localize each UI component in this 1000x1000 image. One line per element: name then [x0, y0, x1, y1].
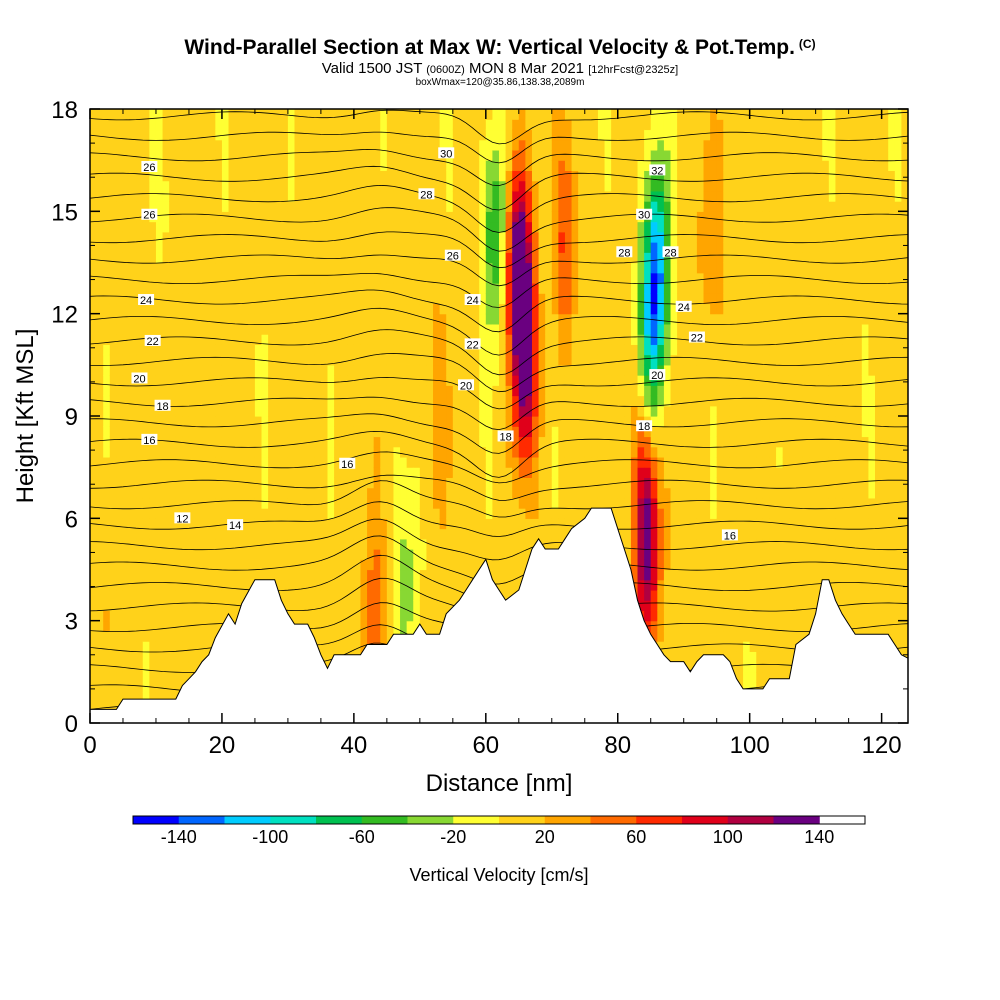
colorbar-tick-label: -20 — [440, 827, 466, 847]
terrain-mask — [89, 507, 909, 724]
x-tick-label: 40 — [341, 732, 368, 759]
y-tick-label: 12 — [51, 302, 78, 329]
title-copyright-mark: (C) — [798, 37, 816, 51]
theta-contour-label: 22 — [688, 331, 705, 345]
theta-contour-label: 20 — [649, 369, 666, 382]
y-tick-label: 6 — [65, 506, 78, 533]
theta-contour-label: 20 — [458, 379, 475, 392]
colorbar-tick-label: 20 — [535, 827, 555, 847]
colorbar-tick-label: 100 — [713, 827, 743, 847]
y-axis-label: Height [Kft MSL] — [12, 329, 39, 504]
theta-contour-label: 20 — [131, 372, 148, 385]
theta-contour-label: 16 — [721, 529, 738, 542]
theta-contour-line — [90, 535, 908, 585]
colorbar-swatch — [224, 816, 271, 824]
colorbar-swatch — [682, 816, 729, 824]
theta-contour-label: 26 — [141, 160, 158, 174]
theta-contour-line — [90, 184, 908, 233]
colorbar-swatch — [316, 816, 363, 824]
theta-contour-line — [90, 413, 908, 454]
theta-contour-line — [90, 273, 908, 308]
colorbar: -140 -100 -60 -20 20 60 100 140 — [132, 815, 866, 847]
theta-contour-label: 18 — [154, 399, 171, 413]
colorbar-label: Vertical Velocity [cm/s] — [409, 865, 588, 885]
theta-contour-line — [90, 353, 908, 393]
theta-contour-line — [90, 254, 908, 287]
theta-contour-line — [90, 396, 908, 431]
theta-contour-line — [90, 480, 908, 518]
theta-contour-line — [90, 376, 908, 410]
theta-contour-label: 22 — [144, 334, 161, 348]
theta-contour-line — [90, 207, 908, 252]
theta-contour-label: 18 — [497, 430, 514, 443]
theta-contour-line — [90, 231, 908, 269]
x-axis: 0 20 40 60 80 100 120 — [83, 109, 902, 759]
theta-contour-line — [90, 501, 908, 537]
y-tick-label: 0 — [65, 711, 78, 738]
chart-subtitle-box: boxWmax=120@35.86,138.38,2089m — [415, 77, 585, 88]
theta-contour-line — [90, 474, 908, 501]
colorbar-tick-label: 60 — [626, 827, 646, 847]
theta-contour-line — [90, 148, 908, 187]
theta-contour-line — [90, 289, 908, 333]
theta-contour-label: 24 — [675, 300, 692, 314]
theta-contour-label: 28 — [418, 188, 435, 201]
theta-contour-line — [90, 109, 908, 145]
y-tick-label: 18 — [51, 97, 78, 124]
theta-contour-line — [90, 518, 908, 561]
theta-contour-label: 18 — [636, 420, 653, 433]
x-tick-label: 20 — [209, 732, 236, 759]
colorbar-swatch — [544, 816, 591, 824]
colorbar-swatch — [773, 816, 820, 824]
theta-contour-label: 26 — [141, 208, 158, 222]
y-tick-label: 3 — [65, 609, 78, 636]
theta-contour-label: 30 — [636, 208, 653, 222]
colorbar-swatch — [453, 816, 500, 824]
colorbar-swatch — [727, 816, 774, 824]
y-tick-label: 9 — [65, 404, 78, 431]
x-tick-label: 120 — [862, 732, 902, 759]
theta-contour-label: 30 — [438, 147, 455, 160]
theta-contour-labels: 26 26 24 22 20 18 16 12 14 16 30 28 26 24 22 20 18 32 30 28… — [131, 147, 738, 542]
colorbar-tick-label: -60 — [349, 827, 375, 847]
colorbar-swatch — [636, 816, 683, 824]
colorbar-tick-label: -100 — [252, 827, 288, 847]
colorbar-swatch — [407, 816, 454, 824]
theta-contour-label: 24 — [138, 294, 155, 307]
theta-contour-label: 24 — [464, 294, 481, 307]
theta-contour-line — [90, 307, 908, 356]
chart-title: Wind-Parallel Section at Max W: Vertical… — [184, 36, 816, 59]
colorbar-tick-label: 140 — [804, 827, 834, 847]
theta-contour-label: 26 — [444, 249, 461, 263]
y-axis: 0 3 6 9 12 15 18 — [51, 97, 908, 738]
theta-contour-label: 16 — [141, 433, 158, 447]
theta-contour-label: 12 — [174, 512, 191, 525]
colorbar-swatch — [590, 816, 637, 824]
theta-contour-label: 28 — [616, 246, 633, 259]
chart-subtitle: Valid 1500 JST (0600Z) MON 8 Mar 2021 [1… — [321, 60, 679, 77]
colorbar-swatch — [270, 816, 317, 824]
theta-contour-line — [90, 165, 908, 211]
theta-contour-label: 14 — [227, 519, 244, 532]
colorbar-tick-label: -140 — [161, 827, 197, 847]
theta-contour-line — [90, 430, 908, 478]
x-axis-label: Distance [nm] — [426, 770, 573, 797]
theta-contour-label: 32 — [649, 164, 666, 177]
theta-contour-line — [90, 131, 908, 164]
colorbar-swatch — [361, 816, 408, 824]
theta-contour-label: 16 — [339, 457, 356, 471]
colorbar-swatch — [133, 816, 180, 824]
colorbar-swatch — [499, 816, 546, 824]
x-tick-label: 100 — [730, 732, 770, 759]
theta-contour-line — [90, 451, 908, 484]
x-tick-label: 0 — [83, 732, 96, 759]
theta-contour-label: 22 — [464, 338, 481, 351]
y-tick-label: 15 — [51, 199, 78, 226]
theta-contour-line — [90, 329, 908, 376]
x-tick-label: 60 — [472, 732, 499, 759]
x-tick-label: 80 — [604, 732, 631, 759]
theta-contour-label: 28 — [662, 246, 679, 259]
colorbar-swatch — [178, 816, 225, 824]
